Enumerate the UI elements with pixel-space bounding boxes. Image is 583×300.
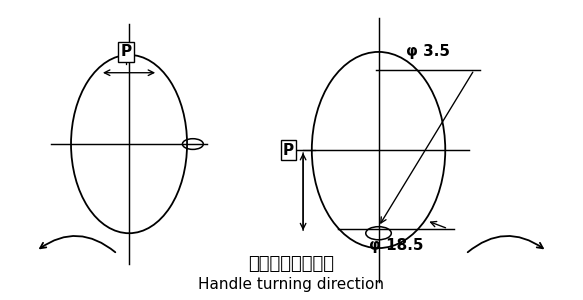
Text: ハンドル回転方向: ハンドル回転方向: [248, 255, 335, 273]
Text: Handle turning direction: Handle turning direction: [198, 277, 385, 292]
Text: P: P: [283, 142, 294, 158]
Text: P: P: [121, 44, 132, 59]
Text: φ 3.5: φ 3.5: [406, 44, 450, 59]
Text: φ 18.5: φ 18.5: [368, 238, 423, 253]
